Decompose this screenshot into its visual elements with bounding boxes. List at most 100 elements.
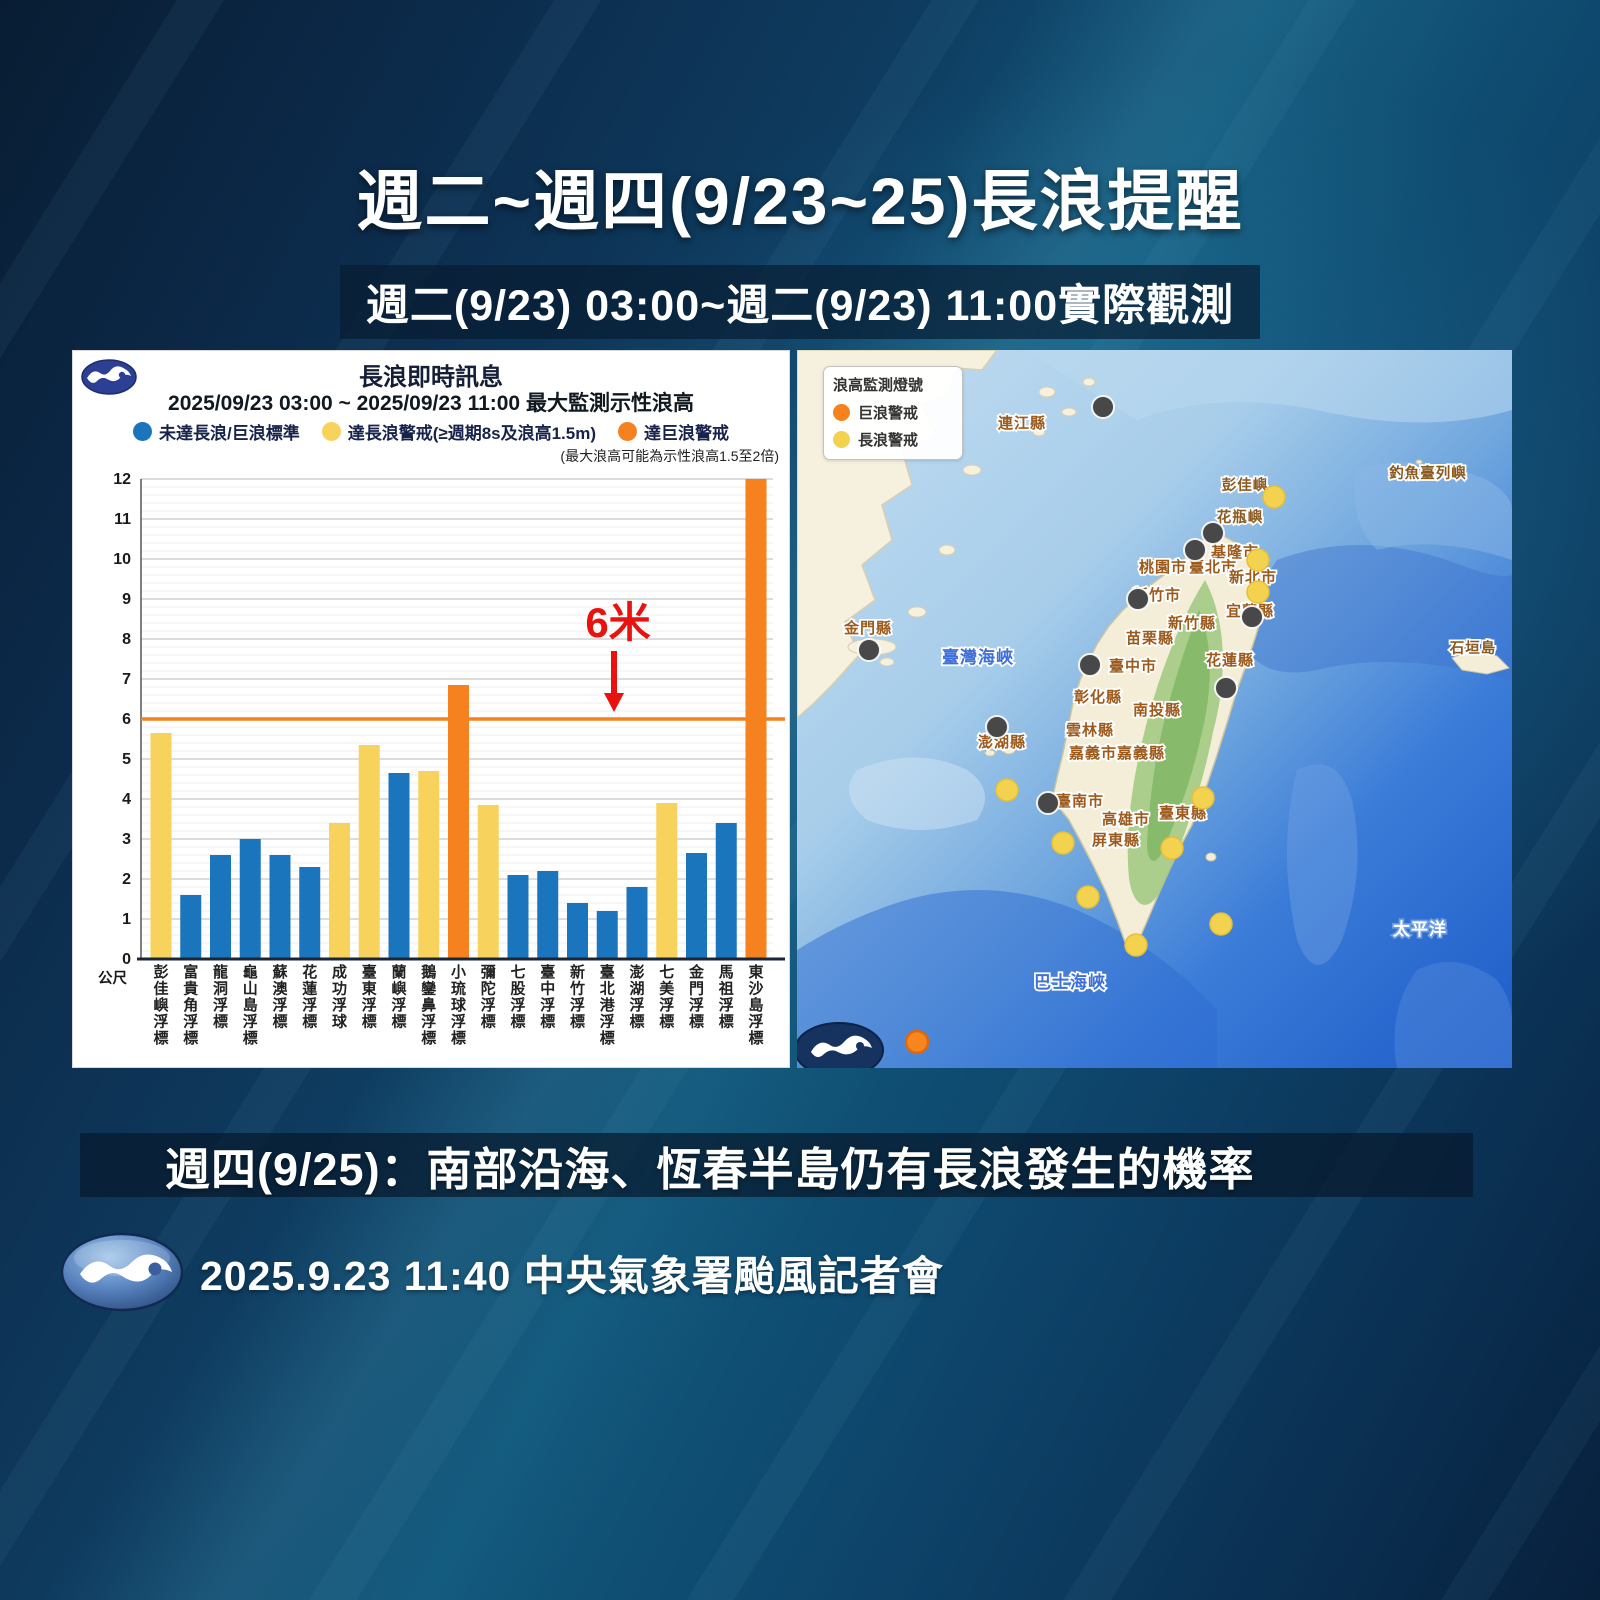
map-legend-swell: 長浪警戒 (833, 429, 953, 450)
x-axis-label: 小琉球浮標 (451, 964, 467, 1047)
station-dot-none (1240, 605, 1264, 629)
map-label-石垣島: 石垣島 (1449, 639, 1497, 657)
map-label-彭佳嶼: 彭佳嶼 (1222, 476, 1269, 494)
map-legend-title: 浪高監測燈號 (833, 377, 924, 394)
bar-成功浮球 (329, 823, 350, 959)
map-label-花瓶嶼: 花瓶嶼 (1217, 508, 1264, 526)
bar-蘇澳浮標 (269, 855, 291, 959)
station-dot-swell (1160, 836, 1184, 860)
x-axis-label: 臺東浮標 (362, 963, 377, 1031)
footer-text: 2025.9.23 11:40 中央氣象署颱風記者會 (200, 1253, 944, 1299)
x-axis-label: 七美浮標 (659, 964, 675, 1031)
map-label-花蓮縣: 花蓮縣 (1206, 651, 1254, 669)
map-label-金門縣: 金門縣 (843, 619, 892, 637)
bar-馬祖浮標 (715, 823, 737, 959)
map-label-彰化縣: 彰化縣 (1074, 688, 1122, 706)
bar-富貴角浮標 (180, 895, 202, 959)
y-axis-tick: 2 (122, 871, 131, 888)
y-axis-tick: 1 (122, 911, 131, 928)
map-label-太平洋: 太平洋 (1393, 919, 1447, 939)
x-axis-label: 鵝鑾鼻浮標 (420, 963, 437, 1047)
observation-subtitle: 週二(9/23) 03:00~週二(9/23) 11:00實際觀測 (339, 265, 1261, 339)
y-axis-tick: 6 (122, 711, 131, 728)
blue-dot-icon (132, 422, 152, 441)
map-label-巴士海峽: 巴士海峽 (1034, 972, 1106, 992)
map-label-嘉義市嘉義縣: 嘉義市嘉義縣 (1068, 744, 1165, 762)
map-label-新北市: 新北市 (1229, 568, 1277, 586)
bar-臺中浮標 (537, 871, 559, 959)
station-dot-swell (1246, 548, 1270, 572)
x-axis-label: 富貴角浮標 (183, 963, 198, 1047)
station-dot-none (1036, 791, 1060, 815)
x-axis-label: 七股浮標 (510, 964, 526, 1031)
station-dot-swell (995, 778, 1019, 802)
chart-legend: 未達長浪/巨浪標準 達長浪警戒(≥週期8s及浪高1.5m) 達巨浪警戒 (73, 419, 789, 444)
bar-彭佳嶼浮標 (150, 733, 172, 959)
bar-東沙島浮標 (745, 479, 767, 959)
map-label-南投縣: 南投縣 (1133, 701, 1181, 719)
y-axis-unit: 公尺 (98, 970, 127, 987)
thursday-forecast-text: 週四(9/25)：南部沿海、恆春半島仍有長浪發生的機率 (165, 1143, 1255, 1195)
map-label-桃園市: 桃園市 (1139, 558, 1187, 576)
cwa-logo-icon (81, 359, 137, 395)
taiwan-island (1051, 529, 1265, 947)
legend-item-below-threshold: 未達長浪/巨浪標準 (132, 419, 300, 444)
yellow-dot-icon (833, 431, 850, 448)
map-label-臺東縣: 臺東縣 (1159, 804, 1207, 822)
x-axis-label: 新竹浮標 (569, 963, 585, 1031)
footer: 2025.9.23 11:40 中央氣象署颱風記者會 (58, 1228, 944, 1316)
x-axis-label: 蘭嶼浮標 (391, 963, 406, 1031)
map-label-澎湖縣: 澎湖縣 (978, 733, 1026, 751)
station-dot-none (1091, 395, 1115, 419)
station-dot-none (1214, 676, 1238, 700)
bar-臺北港浮標 (596, 911, 618, 959)
swell-chart-panel: 長浪即時訊息 2025/09/23 03:00 ~ 2025/09/23 11:… (72, 350, 790, 1068)
x-axis-label: 東沙島浮標 (748, 963, 763, 1047)
orange-dot-icon (618, 422, 638, 441)
bar-七股浮標 (507, 875, 529, 959)
station-dot-swell (1051, 831, 1075, 855)
bar-澎湖浮標 (626, 887, 648, 959)
bar-花蓮浮標 (299, 867, 321, 959)
legend-item-swell-warning: 達長浪警戒(≥週期8s及浪高1.5m) (321, 419, 596, 444)
map-label-臺南市: 臺南市 (1056, 792, 1104, 810)
map-label-新竹縣: 新竹縣 (1168, 614, 1216, 632)
map-label-雲林縣: 雲林縣 (1066, 721, 1114, 739)
thursday-forecast-bar: 週四(9/25)：南部沿海、恆春半島仍有長浪發生的機率 (80, 1133, 1473, 1197)
sea-texture (797, 350, 1512, 1068)
station-dot-none (1201, 521, 1225, 545)
x-axis-label: 金門浮標 (688, 963, 705, 1031)
map-label-屏東縣: 屏東縣 (1092, 831, 1140, 849)
x-axis-label: 花蓮浮標 (302, 963, 317, 1031)
threshold-annotation-6m: 6米 (585, 599, 650, 646)
bar-小琉球浮標 (448, 685, 469, 959)
station-dot-none (1126, 587, 1150, 611)
bar-七美浮標 (656, 803, 678, 959)
observation-subtitle-bar: 週二(9/23) 03:00~週二(9/23) 11:00實際觀測 (0, 265, 1600, 339)
x-axis-label: 澎湖浮標 (629, 963, 644, 1031)
footer-cwa-logo-icon (60, 1232, 184, 1312)
threshold-arrowhead (604, 693, 624, 712)
map-label-高雄市: 高雄市 (1102, 810, 1150, 828)
map-legend: 浪高監測燈號 巨浪警戒 長浪警戒 (823, 366, 963, 460)
y-axis-tick: 3 (122, 831, 131, 848)
chart-note: (最大浪高可能為示性浪高1.5至2倍) (560, 448, 779, 464)
y-axis-tick: 8 (122, 631, 131, 648)
taiwan-map-panel: 連江縣釣魚臺列嶼彭佳嶼花瓶嶼基隆市桃園市臺北市新北市新竹市宜蘭縣新竹縣金門縣苗栗… (797, 350, 1512, 1068)
bar-龜山島浮標 (239, 839, 261, 959)
bar-彌陀浮標 (477, 805, 499, 959)
map-label-釣魚臺列嶼: 釣魚臺列嶼 (1389, 464, 1467, 482)
bar-金門浮標 (686, 853, 707, 959)
map-legend-huge-wave: 巨浪警戒 (833, 402, 953, 423)
station-dot-none (1078, 653, 1102, 677)
map-label-臺北市: 臺北市 (1189, 558, 1237, 576)
station-dot-none (857, 638, 881, 662)
bar-龍洞浮標 (210, 855, 231, 959)
y-axis-tick: 7 (122, 671, 131, 688)
x-axis-label: 蘇澳浮標 (271, 963, 288, 1031)
chart-subtitle: 2025/09/23 03:00 ~ 2025/09/23 11:00 最大監測… (168, 392, 694, 415)
x-axis-label: 成功浮球 (332, 963, 348, 1031)
x-axis-label: 馬祖浮標 (718, 964, 734, 1031)
station-dot-swell (1262, 485, 1286, 509)
